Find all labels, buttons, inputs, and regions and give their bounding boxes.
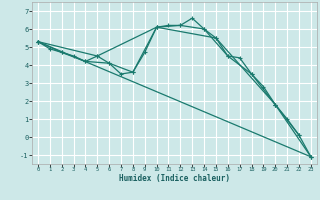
X-axis label: Humidex (Indice chaleur): Humidex (Indice chaleur) [119,174,230,183]
